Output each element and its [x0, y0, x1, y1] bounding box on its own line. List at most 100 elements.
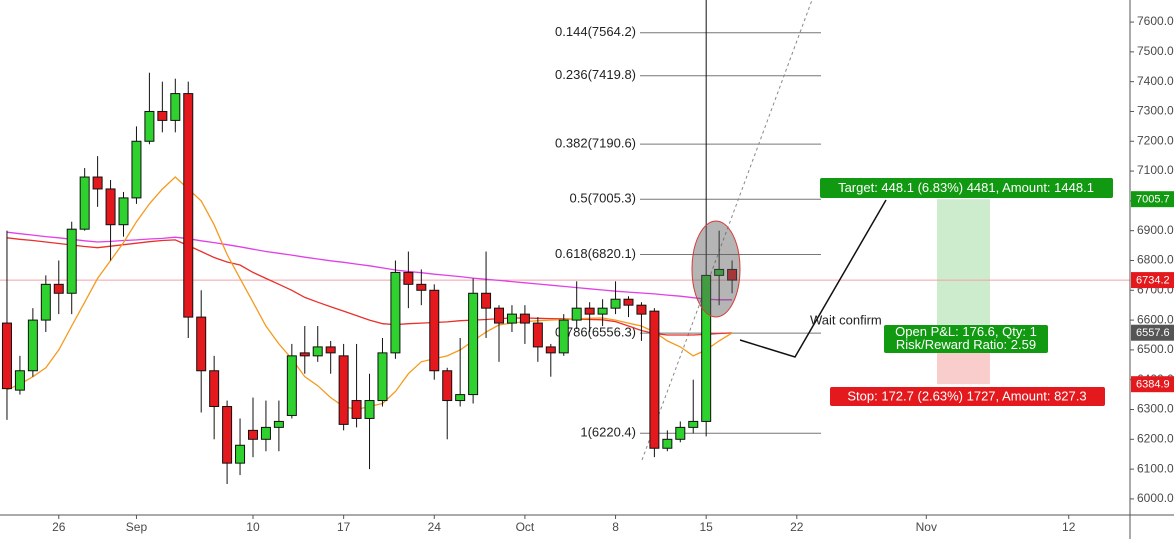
- candle-body: [105, 188, 116, 226]
- candle-body: [390, 271, 401, 354]
- x-tick-label: 8: [612, 520, 619, 534]
- candle-body: [610, 298, 621, 309]
- fib-label: 0.618(6820.1): [555, 246, 636, 261]
- y-tick-label: 6600.0: [1137, 312, 1174, 326]
- candle-body: [714, 268, 725, 276]
- candle-body: [468, 292, 479, 396]
- candle-body: [209, 370, 220, 408]
- candle-body: [494, 307, 505, 324]
- drawings: Wait confirm Target: 448.1 (6.83%) 4481,…: [691, 178, 1113, 406]
- candle-body: [66, 228, 77, 294]
- candle-body: [351, 400, 362, 419]
- fib-label: 0.5(7005.3): [570, 191, 637, 206]
- candle-body: [260, 426, 271, 440]
- highlight-oval: [691, 220, 741, 318]
- x-tick-label: 26: [52, 520, 66, 534]
- price-tag: [1131, 272, 1174, 289]
- fib-label: 0.236(7419.8): [555, 67, 636, 82]
- price-tag-label: 6384.9: [1136, 379, 1170, 391]
- y-tick-label: 6000.0: [1137, 491, 1174, 505]
- y-tick-label: 6500.0: [1137, 342, 1174, 356]
- price-tag: [1131, 191, 1174, 208]
- candle-body: [532, 322, 543, 348]
- y-tick-label: 7100.0: [1137, 163, 1174, 177]
- candle-body: [377, 352, 388, 402]
- x-tick-label: 10: [246, 520, 260, 534]
- candle-body: [571, 307, 582, 321]
- price-tag-label: 6734.2: [1136, 274, 1170, 286]
- candle-body: [481, 292, 492, 309]
- candle-body: [584, 307, 595, 315]
- candle-body: [636, 304, 647, 315]
- candle-body: [662, 438, 673, 449]
- y-tick-label: 7500.0: [1137, 44, 1174, 58]
- ma-line: [6, 237, 733, 336]
- plot-area: [1, 0, 813, 485]
- x-tick-label: Oct: [516, 520, 535, 534]
- stop-text: Stop: 172.7 (2.63%) 1727, Amount: 827.3: [847, 388, 1086, 403]
- y-tick-label: 6800.0: [1137, 253, 1174, 267]
- candle-body: [688, 420, 699, 428]
- y-tick-label: 7600.0: [1137, 14, 1174, 28]
- pnl-text: Risk/Reward Ratio: 2.59: [896, 337, 1036, 352]
- fib-label: 0.382(7190.6): [555, 136, 636, 151]
- note: Wait confirm: [810, 312, 882, 327]
- target-text: Target: 448.1 (6.83%) 4481, Amount: 1448…: [838, 180, 1094, 195]
- y-tick-label: 6100.0: [1137, 461, 1174, 475]
- candle-body: [27, 319, 38, 372]
- candle-body: [131, 140, 142, 199]
- x-tick-label: 22: [790, 520, 804, 534]
- fib-label: 1(6220.4): [580, 425, 636, 440]
- plot-area: 0.144(7564.2) 0.236(7419.8) 0.382(7190.6) 0…: [0, 24, 1130, 440]
- x-tick-label: Nov: [916, 520, 937, 534]
- candle-body: [196, 316, 207, 372]
- y-tick-label: 6900.0: [1137, 223, 1174, 237]
- candle-body: [157, 110, 168, 121]
- candle-body: [442, 370, 453, 402]
- candle-body: [144, 110, 155, 142]
- x-tick-label: Sep: [126, 520, 148, 534]
- candle-body: [623, 298, 634, 306]
- candle-body: [455, 394, 466, 402]
- candle-body: [325, 346, 336, 354]
- x-tick-label: 15: [700, 520, 714, 534]
- candle-body: [701, 274, 712, 422]
- candle-body: [118, 197, 129, 226]
- x-tick-label: 17: [337, 520, 351, 534]
- fib-label: 0.144(7564.2): [555, 24, 636, 39]
- candle-body: [545, 346, 556, 354]
- price-tag-label: 6557.6: [1136, 327, 1170, 339]
- candle-body: [338, 355, 349, 425]
- stop-box: [830, 387, 1105, 406]
- candle-body: [53, 283, 64, 294]
- projection-path: [739, 199, 887, 358]
- candle-body: [299, 352, 310, 357]
- candle-body: [79, 176, 90, 230]
- y-tick-label: 7300.0: [1137, 104, 1174, 118]
- y-tick-label: 6300.0: [1137, 402, 1174, 416]
- candle-body: [170, 93, 181, 121]
- y-tick-label: 7200.0: [1137, 133, 1174, 147]
- pnl-text: Open P&L: 176.6, Qty: 1: [895, 324, 1037, 339]
- trend-line: [641, 0, 813, 461]
- y-tick-label: 7400.0: [1137, 74, 1174, 88]
- x-tick-label: 12: [1062, 520, 1076, 534]
- price-tag: [1131, 324, 1174, 341]
- candle-body: [403, 271, 414, 285]
- profit-zone: [937, 199, 990, 333]
- candle-body: [675, 426, 686, 440]
- candle-body: [558, 319, 569, 354]
- candle-body: [247, 429, 258, 440]
- candle-body: [506, 313, 517, 324]
- candle-body: [429, 289, 440, 372]
- price-tag: [1131, 376, 1174, 393]
- candle-body: [14, 370, 25, 391]
- candle-body: [364, 400, 375, 419]
- candle-body: [40, 283, 51, 321]
- ma-line: [6, 231, 733, 301]
- candle-body: [519, 313, 530, 324]
- price-tag-label: 7005.7: [1136, 194, 1170, 206]
- candle-body: [649, 310, 660, 449]
